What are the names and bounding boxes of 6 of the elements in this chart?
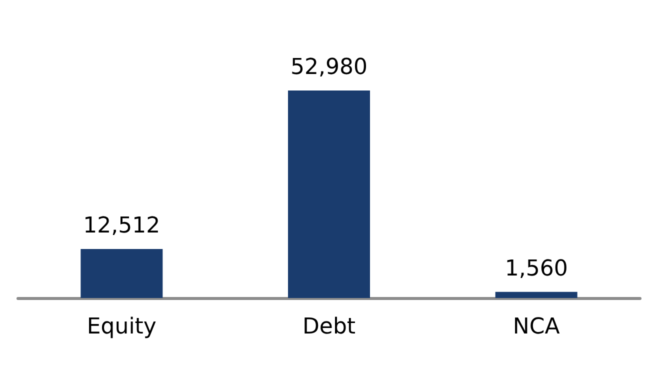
data-label: 1,560: [504, 256, 568, 282]
data-label: 52,980: [290, 54, 368, 80]
x-tick-label: NCA: [512, 314, 560, 340]
x-tick-label: Equity: [86, 314, 156, 340]
x-tick-label: Debt: [302, 314, 356, 340]
data-label: 12,512: [83, 213, 160, 238]
